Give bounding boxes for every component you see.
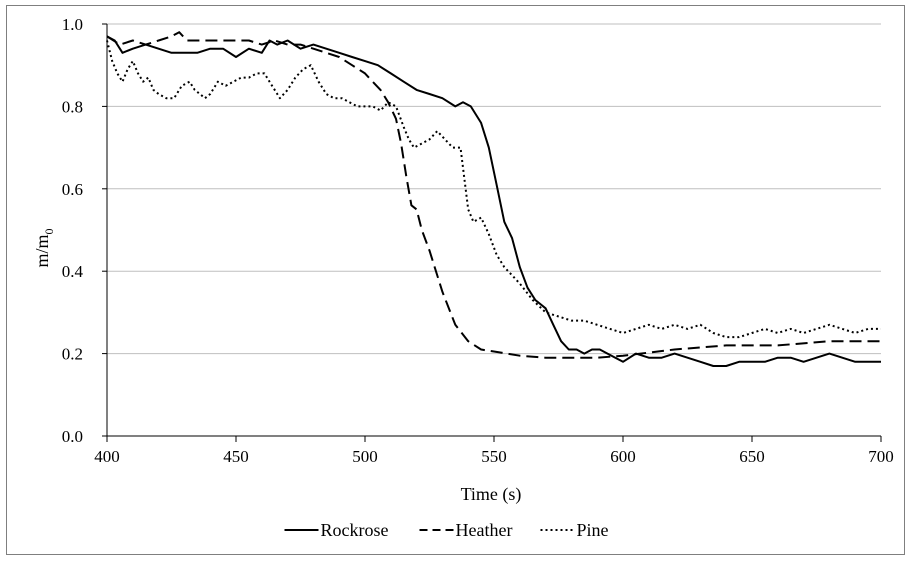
x-tick-label-3: 550 (481, 447, 507, 466)
x-tick-labels: 400 450 500 550 600 650 700 (94, 447, 894, 466)
y-axis-title-subscript: 0 (42, 228, 56, 234)
x-tick-label-4: 600 (610, 447, 636, 466)
chart-frame (6, 5, 905, 555)
legend: Rockrose Heather Pine (284, 520, 609, 540)
svg-text:m/m0: m/m0 (32, 228, 56, 267)
axes (102, 23, 882, 442)
y-axis-title-main: m/m (32, 234, 52, 267)
y-tick-labels: 0.0 0.2 0.4 0.6 0.8 1.0 (62, 15, 84, 446)
x-tick-label-2: 500 (352, 447, 378, 466)
series-line-pine (106, 40, 881, 339)
y-tick-label-3: 0.6 (62, 180, 83, 199)
x-tick-label-6: 700 (868, 447, 894, 466)
legend-item-pine: Pine (540, 520, 609, 540)
legend-item-heather: Heather (419, 520, 513, 540)
y-axis-title: m/m0 (32, 228, 56, 267)
x-tick-label-1: 450 (223, 447, 249, 466)
x-tick-label-0: 400 (94, 447, 120, 466)
y-tick-label-1: 0.2 (62, 345, 83, 364)
x-axis-title: Time (s) (461, 484, 522, 505)
legend-label-pine: Pine (577, 520, 609, 540)
series-lines (106, 31, 881, 367)
x-tick-label-5: 650 (739, 447, 765, 466)
gridlines (107, 23, 881, 355)
legend-label-heather: Heather (456, 520, 513, 540)
legend-label-rockrose: Rockrose (321, 520, 389, 540)
y-tick-label-2: 0.4 (62, 262, 84, 281)
legend-item-rockrose: Rockrose (284, 520, 389, 540)
y-tick-label-5: 1.0 (62, 15, 83, 34)
y-tick-label-0: 0.0 (62, 427, 83, 446)
series-line-heather (106, 31, 881, 359)
series-line-rockrose (106, 35, 881, 367)
y-tick-label-4: 0.8 (62, 97, 83, 116)
